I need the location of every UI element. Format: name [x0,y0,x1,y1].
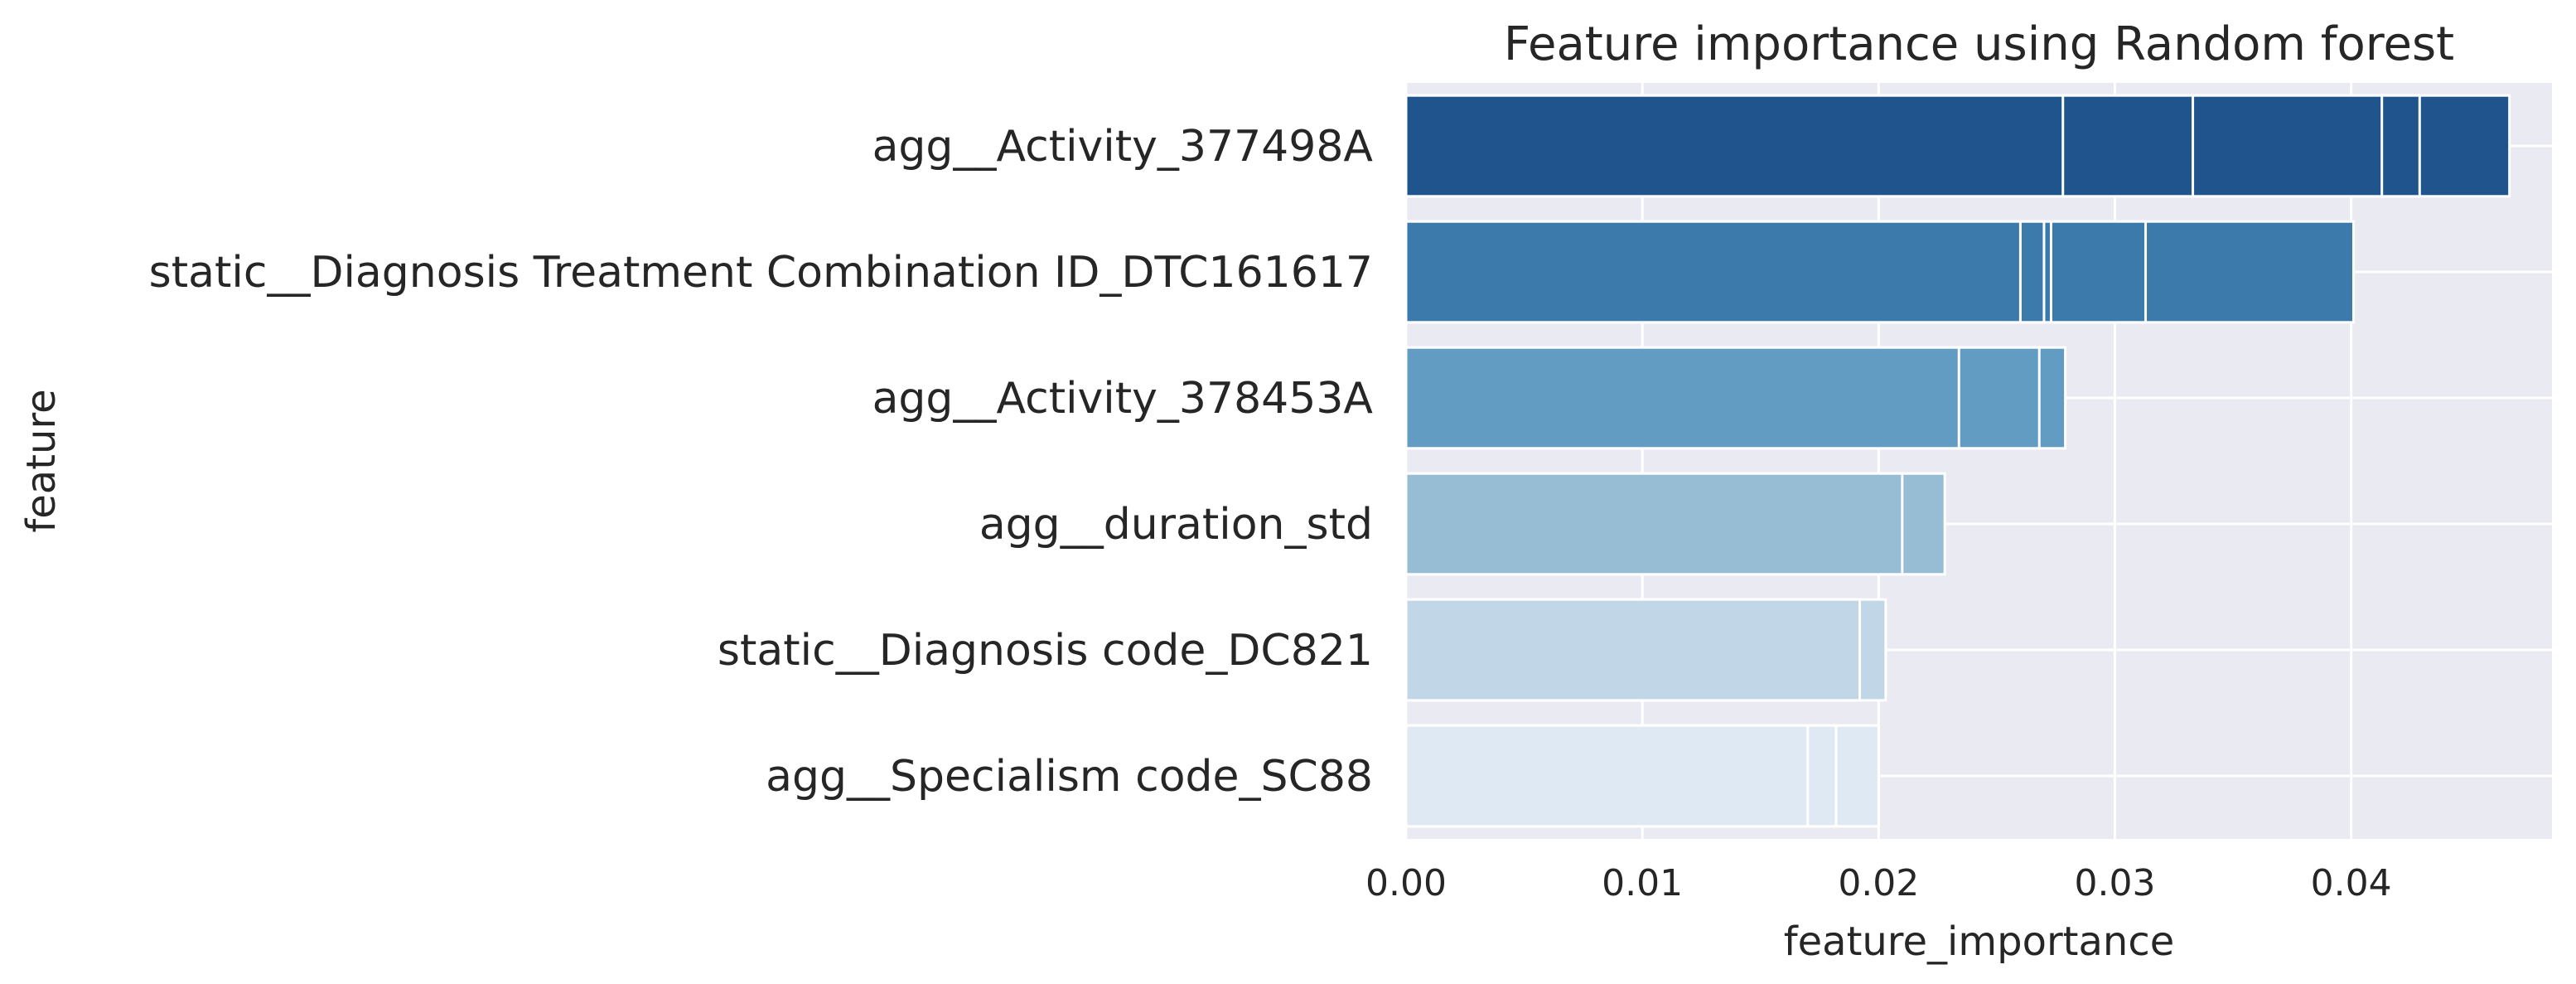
x-tick-label: 0.00 [1365,862,1447,904]
bar-segment [1404,724,1810,828]
category-label: static__Diagnosis Treatment Combination … [149,248,1373,298]
bars [1404,94,2511,828]
x-tick-labels: 0.00 0.01 0.02 0.03 0.04 [1365,862,2392,904]
category-label: static__Diagnosis code_DC821 [718,626,1373,676]
category-label: agg__Specialism code_SC88 [766,752,1373,802]
bar-segment [1404,598,1861,702]
category-label: agg__Activity_377498A [872,122,1374,172]
y-axis-label: feature [18,389,65,532]
category-labels: agg__Activity_377498A static__Diagnosis T… [149,122,1374,802]
x-axis-label: feature_importance [1784,919,2175,965]
x-tick-label: 0.04 [2311,862,2392,904]
category-label: agg__duration_std [979,500,1373,550]
x-tick-label: 0.01 [1602,862,1683,904]
category-label: agg__Activity_378453A [872,374,1374,424]
bar-segment [1404,220,2022,324]
bar-segment [1404,94,2065,198]
bar-segment [1404,472,1904,576]
chart-title: Feature importance using Random forest [1504,17,2454,71]
x-tick-label: 0.02 [1838,862,1919,904]
bar-segment [1404,346,1960,450]
x-tick-label: 0.03 [2074,862,2155,904]
plot-background [1406,83,2552,839]
